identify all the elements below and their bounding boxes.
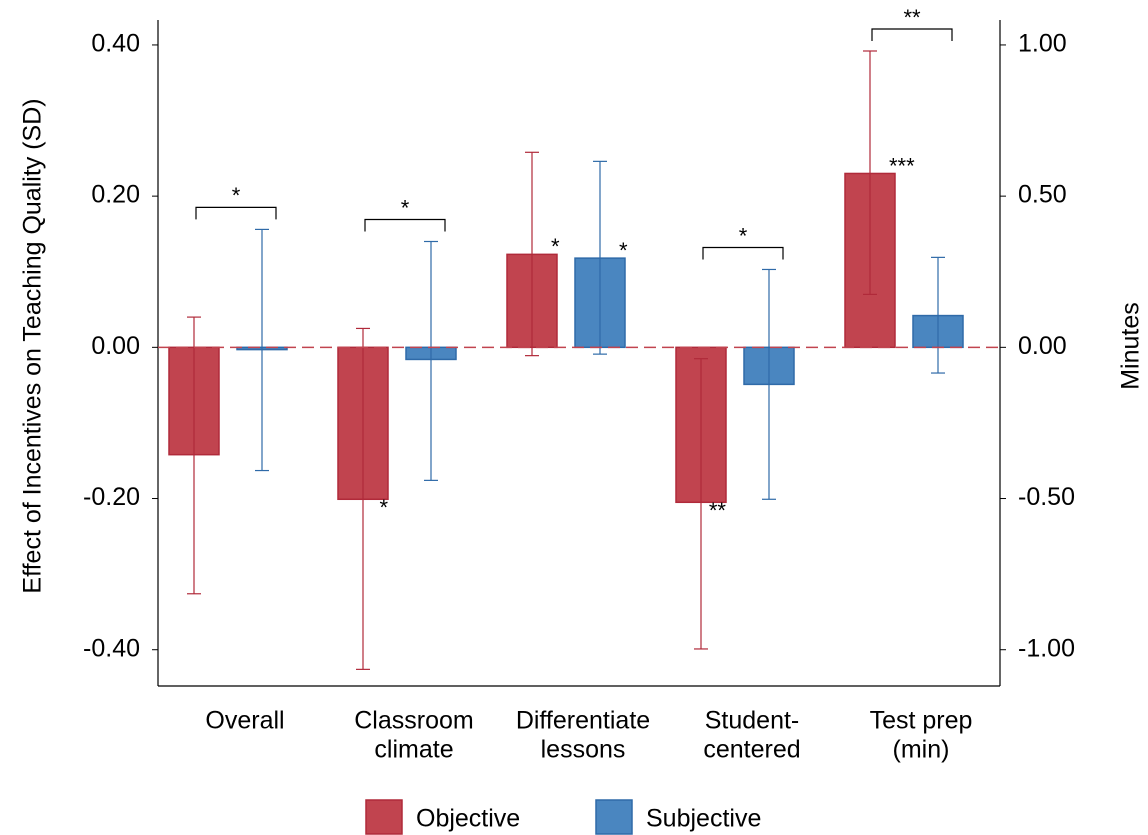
comparison-label: * bbox=[739, 223, 748, 248]
significance-label: * bbox=[619, 238, 628, 263]
legend-label: Objective bbox=[416, 805, 520, 833]
legend-swatch bbox=[365, 799, 403, 835]
y2-tick-label: -1.00 bbox=[1018, 634, 1075, 662]
comparison-bracket bbox=[871, 28, 953, 41]
significance-label: ** bbox=[709, 498, 727, 523]
comparison-label: * bbox=[232, 183, 241, 208]
y2-tick-label: 0.50 bbox=[1018, 181, 1067, 209]
legend-label: Subjective bbox=[646, 805, 761, 833]
x-tick-label: centered bbox=[703, 736, 800, 764]
x-tick-label: Student- bbox=[705, 707, 800, 735]
y2-axis-title: Minutes bbox=[1117, 302, 1145, 390]
significance-label: * bbox=[551, 234, 560, 259]
comparison-label: * bbox=[401, 195, 410, 220]
x-tick-label: Differentiate bbox=[516, 707, 650, 735]
x-tick-label: (min) bbox=[893, 736, 950, 764]
y-tick-label: 0.20 bbox=[91, 181, 140, 209]
significance-label: *** bbox=[889, 153, 915, 178]
comparison-label: ** bbox=[903, 5, 921, 30]
y-tick-label: -0.40 bbox=[83, 634, 140, 662]
x-tick-label: lessons bbox=[541, 736, 626, 764]
comparison-bracket bbox=[364, 218, 446, 232]
y-tick-label: 0.40 bbox=[91, 30, 140, 58]
y2-tick-label: -0.50 bbox=[1018, 483, 1075, 511]
y2-tick-label: 0.00 bbox=[1018, 332, 1067, 360]
x-tick-label: climate bbox=[374, 736, 453, 764]
comparison-bracket bbox=[702, 246, 784, 260]
x-tick-label: Overall bbox=[205, 707, 284, 735]
x-tick-label: Test prep bbox=[870, 707, 973, 735]
y-tick-label: -0.20 bbox=[83, 483, 140, 511]
legend-swatch bbox=[595, 799, 633, 835]
significance-label: * bbox=[379, 495, 388, 520]
comparison-bracket bbox=[195, 206, 277, 220]
y2-tick-label: 1.00 bbox=[1018, 30, 1067, 58]
x-tick-label: Classroom bbox=[354, 707, 473, 735]
y-tick-label: 0.00 bbox=[91, 332, 140, 360]
y-axis-title: Effect of Incentives on Teaching Quality… bbox=[19, 98, 47, 593]
